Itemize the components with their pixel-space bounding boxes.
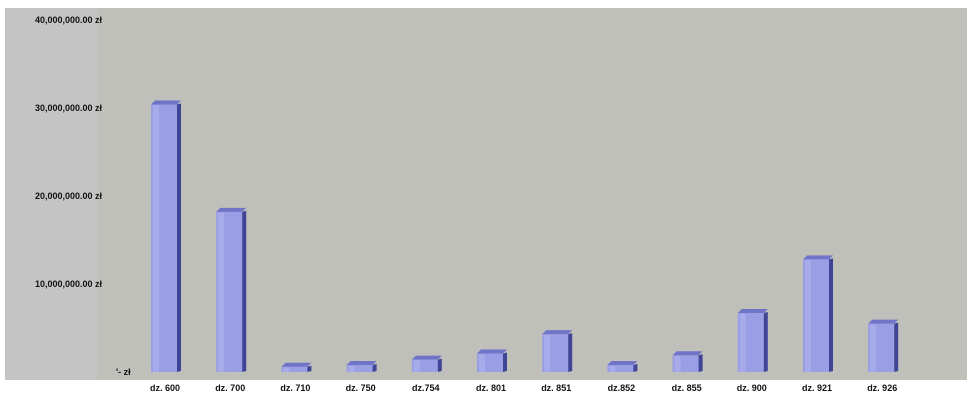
bar-front [281,366,308,372]
bar-side [894,322,899,372]
bar-side [242,210,247,372]
x-tick-label: dz. 600 [150,383,180,393]
x-tick-label: dz. 801 [476,383,506,393]
bar-front [346,364,373,372]
y-tick-label: 20,000,000.00 zł [35,191,103,201]
bar [672,351,703,372]
bar-side [177,103,181,372]
bar-series [151,100,899,372]
bar-highlight [283,367,290,372]
x-tick-label: dz. 926 [867,383,897,393]
x-tick-label: dz. 900 [737,383,767,393]
bar-top [803,255,833,260]
y-tick-label: 10,000,000.00 zł [35,279,103,289]
bar [151,100,181,372]
bar [216,207,247,372]
bar-front [607,364,634,372]
y-tick-label: 40,000,000.00 zł [35,15,103,25]
bar-side [829,258,833,372]
bar-side [307,365,312,372]
bar-highlight [413,360,420,372]
y-tick-label: '- zł [116,367,131,377]
bar [868,319,899,372]
bar-top [411,355,442,360]
bar-highlight [348,365,355,372]
y-axis-tick-labels: 40,000,000.00 zł 30,000,000.00 zł 20,000,0… [35,15,131,377]
x-tick-label: dz. 921 [802,383,832,393]
bar-top [281,362,312,367]
bar-top [607,360,638,365]
bar-top [346,360,377,365]
bar-highlight [153,105,159,372]
x-tick-label: dz. 710 [280,383,310,393]
bar-highlight [544,335,551,372]
bar [477,349,507,372]
x-tick-label: dz. 700 [215,383,245,393]
bar-top [216,207,247,212]
bar-highlight [805,260,811,372]
x-axis-tick-labels: dz. 600 dz. 700 dz. 710 dz. 750 dz.754 dz. 80… [150,383,897,393]
bar-side [568,333,573,372]
bar [411,355,442,372]
bar-highlight [218,212,225,372]
y-tick-label: 30,000,000.00 zł [35,103,103,113]
bar-top [737,309,768,314]
x-tick-label: dz. 851 [541,383,571,393]
bar-top [151,100,181,105]
bar [803,255,833,372]
bar-top [542,330,573,335]
bar [346,360,377,372]
bar [542,330,573,372]
x-tick-label: dz.754 [412,383,440,393]
bar-top [868,319,899,324]
bar [737,309,768,372]
bar-side [633,363,638,372]
bar-highlight [479,354,485,372]
bar-side [372,363,377,372]
x-tick-label: dz.852 [608,383,636,393]
bar-side [763,312,768,372]
bar-side [437,358,442,372]
bar-highlight [674,356,681,372]
x-tick-label: dz. 750 [346,383,376,393]
bar-highlight [739,314,746,372]
x-tick-label: dz. 855 [672,383,702,393]
bar-top [672,351,703,356]
bar [281,362,312,372]
bar-side [698,354,703,372]
bar-top [477,349,507,354]
bar [607,360,638,372]
bar-highlight [870,324,877,372]
bar-highlight [609,365,616,372]
bar-side [503,352,507,372]
